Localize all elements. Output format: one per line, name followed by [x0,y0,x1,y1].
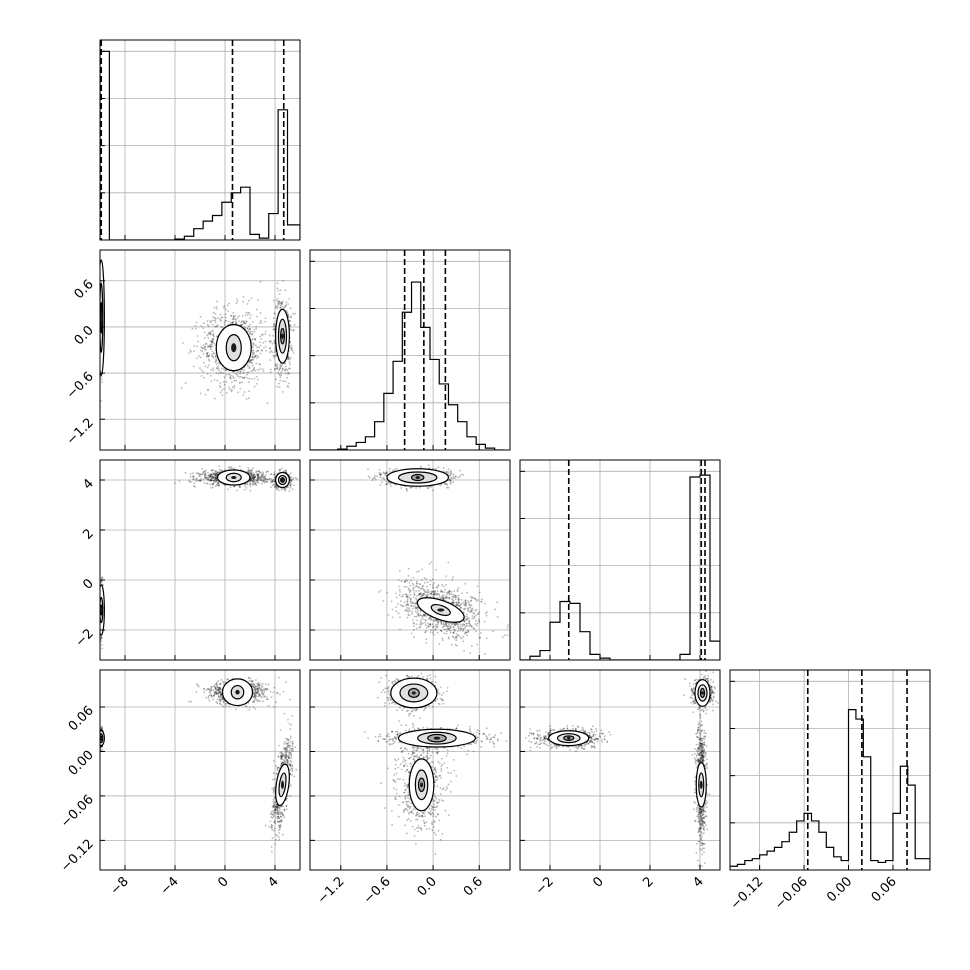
scatter-points [100,465,298,650]
density-core-2 [281,333,284,339]
density-core-0 [411,691,416,695]
y-tick-label-2-2: 2 [80,526,96,542]
x-tick-label-1-0: −1.2 [315,874,348,907]
scatter-points [525,670,719,868]
density-core-1 [437,608,445,612]
x-tick-label-0-3: 4 [265,874,281,890]
y-tick-label-1-3: 0.6 [72,277,97,302]
panel-1-1 [309,249,511,451]
panel-3-2: −2 0 2 4 [519,669,721,898]
panel-frame [99,669,301,871]
density-core-2 [699,780,703,789]
y-tick-label-3-3: 0.06 [66,703,97,734]
panel-frame [99,249,301,451]
x-tick-label-1-3: 0.6 [461,874,486,899]
x-tick-label-1-1: −0.6 [361,874,394,907]
panel-frame [309,249,511,451]
x-tick-label-2-2: 2 [640,874,656,890]
y-tick-label-1-0: −1.2 [64,415,97,448]
panel-3-1: −1.2 −0.6 0.0 0.6 [309,669,511,907]
scatter-points [100,262,296,409]
panel-3-3: −0.12 −0.06 0.00 0.06 [728,669,931,913]
density-core-1 [231,476,237,479]
scatter-points [367,464,509,655]
y-tick-label-2-3: 4 [80,476,96,492]
x-tick-label-1-2: 0.0 [415,874,440,899]
density-core-1 [231,343,237,353]
scatter-points [100,676,298,853]
x-tick-label-3-2: 0.00 [824,874,855,905]
panel-frame [309,459,511,661]
panel-frame [519,669,721,871]
panel-frame [99,39,301,241]
x-tick-label-2-0: −2 [533,874,557,898]
x-tick-label-3-1: −0.06 [772,874,811,913]
panel-1-0: −1.2 −0.6 0.0 0.6 [64,249,301,451]
panel-frame [99,459,301,661]
density-core-2 [281,780,284,789]
panel-frame [729,669,931,871]
histogram-step [310,281,504,450]
histogram-step [730,709,930,870]
density-core-1 [433,736,441,740]
y-tick-label-3-1: −0.06 [58,792,97,831]
density-core-0 [100,608,103,612]
panel-3-0: −0.12 −0.06 0.00 0.06 −8 −4 0 4 [58,669,301,898]
x-tick-label-0-1: −4 [158,874,182,898]
panel-2-2 [519,459,721,661]
panel-2-1 [309,459,511,661]
density-core-0 [567,736,571,740]
y-tick-label-1-2: 0.0 [72,323,97,348]
y-tick-label-2-0: −2 [73,626,97,650]
x-tick-label-3-3: 0.06 [869,874,900,905]
density-core-0 [100,312,103,324]
y-tick-label-3-0: −0.12 [58,837,97,876]
x-tick-label-0-0: −8 [108,874,132,898]
density-core-0 [100,736,103,740]
density-core-2 [281,478,284,482]
y-tick-label-2-1: 0 [80,576,96,592]
histogram-step [100,50,300,240]
density-core-1 [235,689,240,695]
density-core-0 [415,476,420,479]
density-core-1 [701,691,704,695]
y-tick-label-3-2: 0.00 [66,748,97,779]
panel-frame [309,669,511,871]
y-tick-label-1-1: −0.6 [64,369,97,402]
x-tick-label-3-0: −0.12 [728,874,767,913]
density-core-2 [420,782,424,788]
panel-0-0 [99,39,301,241]
x-tick-label-2-3: 4 [690,874,706,890]
x-tick-label-0-2: 0 [215,874,231,890]
panel-2-0: −2 0 2 4 [73,459,301,661]
histogram-step [520,474,720,660]
x-tick-label-2-1: 0 [590,874,606,890]
panel-frame [519,459,721,661]
